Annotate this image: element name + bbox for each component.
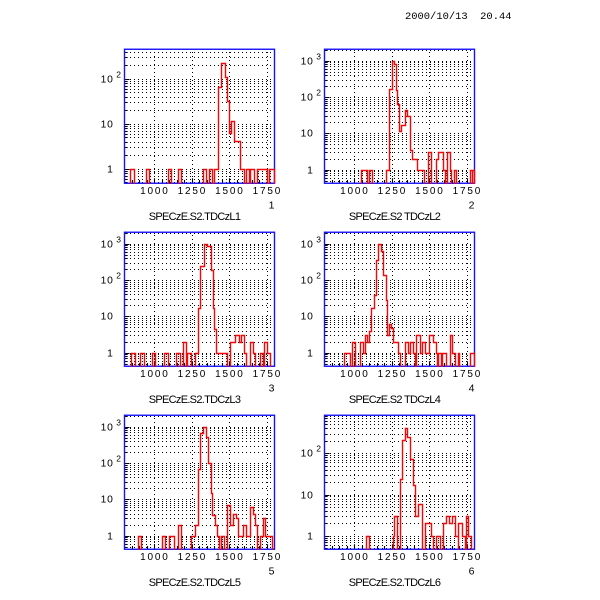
- svg-text:2: 2: [116, 69, 121, 79]
- svg-text:1000: 1000: [140, 552, 169, 563]
- svg-text:10: 10: [301, 449, 314, 460]
- svg-text:1: 1: [269, 200, 275, 212]
- svg-text:10: 10: [101, 495, 114, 506]
- svg-text:10: 10: [301, 276, 314, 287]
- svg-text:1000: 1000: [340, 186, 369, 197]
- svg-text:1250: 1250: [178, 552, 207, 563]
- svg-text:1250: 1250: [378, 369, 407, 380]
- svg-text:10: 10: [301, 312, 314, 323]
- svg-text:SPECzE.S2.TDCzL3: SPECzE.S2.TDCzL3: [149, 394, 241, 406]
- svg-text:10: 10: [301, 93, 314, 104]
- svg-text:1: 1: [107, 532, 113, 543]
- svg-text:1250: 1250: [378, 186, 407, 197]
- svg-text:1750: 1750: [253, 369, 282, 380]
- svg-text:1750: 1750: [453, 552, 482, 563]
- svg-text:10: 10: [301, 57, 314, 68]
- svg-text:10: 10: [101, 423, 114, 434]
- svg-text:10: 10: [101, 312, 114, 323]
- svg-text:SPECzE.S2.TDCzL6: SPECzE.S2.TDCzL6: [349, 577, 441, 589]
- svg-text:4: 4: [469, 383, 475, 395]
- svg-text:SPECzE.S2.TDCzL5: SPECzE.S2.TDCzL5: [149, 577, 241, 589]
- svg-text:1250: 1250: [378, 552, 407, 563]
- svg-text:2: 2: [116, 453, 121, 463]
- svg-text:1000: 1000: [340, 369, 369, 380]
- svg-text:3: 3: [316, 51, 321, 61]
- svg-text:1000: 1000: [140, 186, 169, 197]
- svg-text:1500: 1500: [415, 186, 444, 197]
- svg-text:1250: 1250: [178, 369, 207, 380]
- svg-text:10: 10: [301, 491, 314, 502]
- svg-text:1500: 1500: [215, 552, 244, 563]
- svg-text:1750: 1750: [253, 552, 282, 563]
- svg-text:2: 2: [469, 200, 475, 212]
- svg-text:SPECzE.S2 TDCzL2: SPECzE.S2 TDCzL2: [349, 211, 441, 223]
- svg-text:1: 1: [307, 349, 313, 360]
- svg-text:1500: 1500: [415, 369, 444, 380]
- svg-text:10: 10: [101, 75, 114, 86]
- svg-text:SPECzE.S2.TDCzL1: SPECzE.S2.TDCzL1: [149, 211, 241, 223]
- svg-text:SPECzE.S2 TDCzL4: SPECzE.S2 TDCzL4: [349, 394, 441, 406]
- svg-text:10: 10: [101, 276, 114, 287]
- svg-text:3: 3: [116, 234, 121, 244]
- svg-text:2000/10/13 20.44: 2000/10/13 20.44: [405, 11, 511, 23]
- svg-text:1500: 1500: [415, 552, 444, 563]
- svg-text:1250: 1250: [178, 186, 207, 197]
- svg-text:10: 10: [301, 240, 314, 251]
- svg-text:1500: 1500: [215, 369, 244, 380]
- svg-text:10: 10: [301, 129, 314, 140]
- svg-text:2: 2: [316, 443, 321, 453]
- svg-text:1750: 1750: [453, 186, 482, 197]
- svg-text:1: 1: [307, 532, 313, 543]
- svg-text:2: 2: [316, 87, 321, 97]
- svg-text:1: 1: [307, 166, 313, 177]
- svg-text:1750: 1750: [453, 369, 482, 380]
- svg-text:10: 10: [101, 459, 114, 470]
- svg-text:3: 3: [116, 417, 121, 427]
- svg-text:3: 3: [316, 234, 321, 244]
- svg-text:10: 10: [101, 120, 114, 131]
- svg-text:2: 2: [316, 270, 321, 280]
- svg-text:1: 1: [107, 165, 113, 176]
- svg-text:1000: 1000: [140, 369, 169, 380]
- svg-text:1: 1: [107, 349, 113, 360]
- svg-text:2: 2: [116, 270, 121, 280]
- svg-text:10: 10: [101, 240, 114, 251]
- svg-text:5: 5: [269, 566, 275, 578]
- svg-text:1750: 1750: [253, 186, 282, 197]
- svg-text:1500: 1500: [215, 186, 244, 197]
- svg-text:6: 6: [469, 566, 475, 578]
- svg-text:3: 3: [269, 383, 275, 395]
- svg-text:1000: 1000: [340, 552, 369, 563]
